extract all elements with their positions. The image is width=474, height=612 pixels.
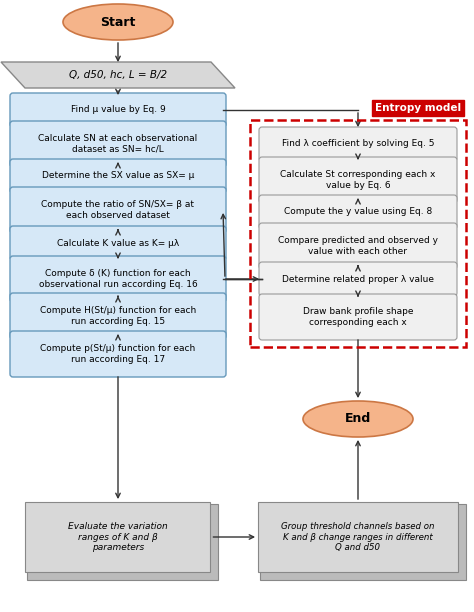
- Text: Start: Start: [100, 15, 136, 29]
- FancyBboxPatch shape: [10, 226, 226, 260]
- Bar: [258, 502, 458, 572]
- Text: Q, d50, hc, L = B/2: Q, d50, hc, L = B/2: [69, 70, 167, 80]
- FancyBboxPatch shape: [10, 331, 226, 377]
- FancyBboxPatch shape: [10, 121, 226, 167]
- FancyBboxPatch shape: [259, 127, 457, 161]
- Text: Entropy model: Entropy model: [375, 103, 461, 113]
- Text: Compute p(St/μ) function for each
run according Eq. 17: Compute p(St/μ) function for each run ac…: [40, 345, 196, 364]
- Text: Find λ coefficient by solving Eq. 5: Find λ coefficient by solving Eq. 5: [282, 140, 434, 149]
- Text: Evaluate the variation
ranges of K and β
parameters: Evaluate the variation ranges of K and β…: [68, 522, 168, 552]
- Text: Compute the ratio of SN/SX= β at
each observed dataset: Compute the ratio of SN/SX= β at each ob…: [42, 200, 194, 220]
- FancyBboxPatch shape: [10, 293, 226, 339]
- FancyBboxPatch shape: [259, 294, 457, 340]
- Text: Determine related proper λ value: Determine related proper λ value: [282, 275, 434, 283]
- Text: Calculate St corresponding each x
value by Eq. 6: Calculate St corresponding each x value …: [280, 170, 436, 190]
- FancyBboxPatch shape: [259, 195, 457, 229]
- Bar: [26, 502, 210, 572]
- Text: Compute the y value using Eq. 8: Compute the y value using Eq. 8: [284, 207, 432, 217]
- Bar: [250, 120, 466, 347]
- Polygon shape: [1, 62, 235, 88]
- Text: Compare predicted and observed y
value with each other: Compare predicted and observed y value w…: [278, 236, 438, 256]
- FancyBboxPatch shape: [10, 93, 226, 127]
- Ellipse shape: [303, 401, 413, 437]
- Text: Calculate K value as K= μλ: Calculate K value as K= μλ: [57, 239, 179, 247]
- FancyBboxPatch shape: [10, 159, 226, 193]
- Bar: [260, 504, 466, 580]
- FancyBboxPatch shape: [10, 187, 226, 233]
- Text: Find μ value by Eq. 9: Find μ value by Eq. 9: [71, 105, 165, 114]
- Text: End: End: [345, 412, 371, 425]
- Text: Draw bank profile shape
corresponding each x: Draw bank profile shape corresponding ea…: [303, 307, 413, 327]
- Text: Compute H(St/μ) function for each
run according Eq. 15: Compute H(St/μ) function for each run ac…: [40, 306, 196, 326]
- FancyBboxPatch shape: [259, 157, 457, 203]
- Text: Determine the SX value as SX= μ: Determine the SX value as SX= μ: [42, 171, 194, 181]
- FancyBboxPatch shape: [259, 262, 457, 296]
- Bar: [27, 504, 219, 580]
- FancyBboxPatch shape: [10, 256, 226, 302]
- Text: Calculate SN at each observational
dataset as SN= hc/L: Calculate SN at each observational datas…: [38, 134, 198, 154]
- Text: Compute δ (K) function for each
observational run according Eq. 16: Compute δ (K) function for each observat…: [38, 269, 197, 289]
- Ellipse shape: [63, 4, 173, 40]
- Text: Group threshold channels based on
K and β change ranges in different
Q and d50: Group threshold channels based on K and …: [281, 522, 435, 552]
- FancyBboxPatch shape: [259, 223, 457, 269]
